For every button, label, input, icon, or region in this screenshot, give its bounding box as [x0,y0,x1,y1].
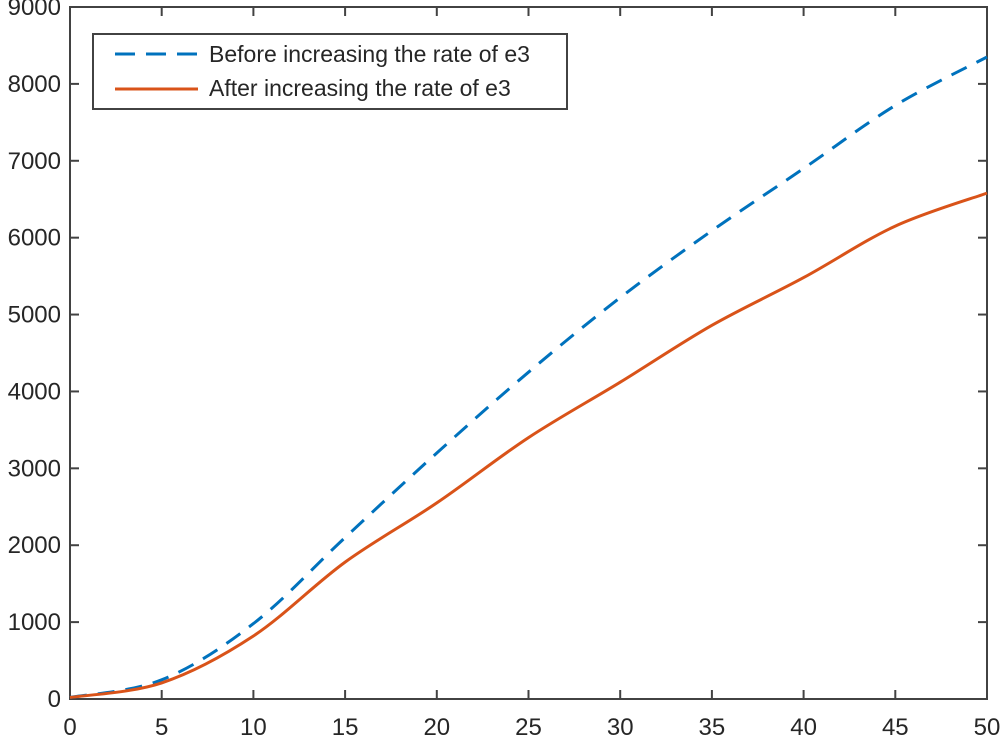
x-tick-label: 20 [423,714,450,741]
y-tick-label: 6000 [8,225,61,252]
x-tick-label: 15 [332,714,359,741]
y-tick-label: 0 [48,686,61,713]
axes-box [69,6,988,700]
y-tick-label: 3000 [8,455,61,482]
x-tick-label: 30 [607,714,634,741]
x-tick-label: 10 [240,714,267,741]
x-tick-label: 0 [63,714,76,741]
series-line-before [69,55,988,699]
y-tick-label: 8000 [8,71,61,98]
y-tick-label: 9000 [8,0,61,21]
y-tick-label: 1000 [8,609,61,636]
legend-item-after[interactable]: After increasing the rate of e3 [115,74,566,104]
y-tick-label: 7000 [8,148,61,175]
x-tick-label: 5 [155,714,168,741]
legend[interactable]: Before increasing the rate of e3 After i… [92,33,568,110]
x-tick-label: 25 [515,714,542,741]
x-tick-label: 45 [882,714,909,741]
legend-label-before: Before increasing the rate of e3 [209,40,530,67]
x-tick-label: 35 [699,714,726,741]
legend-dashed-line-sample [115,52,198,56]
legend-solid-line-sample [115,87,198,91]
legend-label-after: After increasing the rate of e3 [209,75,511,102]
x-tick-label: 40 [790,714,817,741]
series-line-after [69,191,988,699]
y-tick-label: 5000 [8,302,61,329]
legend-item-before[interactable]: Before increasing the rate of e3 [115,39,566,69]
y-tick-label: 4000 [8,378,61,405]
x-tick-label: 50 [974,714,1000,741]
y-tick-label: 2000 [8,532,61,559]
